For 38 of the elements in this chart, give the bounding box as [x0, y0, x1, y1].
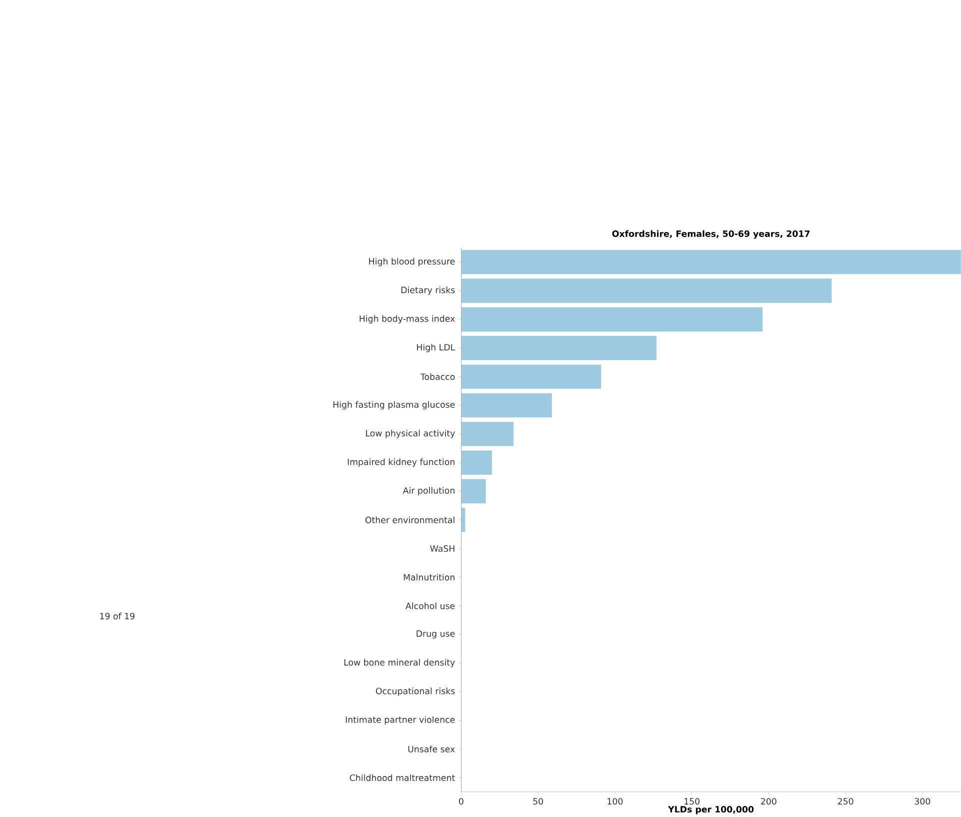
y-tick-label: Air pollution — [402, 487, 454, 496]
y-tick-label: High blood pressure — [369, 258, 455, 266]
y-tick-label: Childhood maltreatment — [350, 774, 455, 781]
y-tick-label: High body-mass index — [360, 315, 455, 324]
bar — [461, 364, 602, 389]
y-tick-label: Tobacco — [420, 373, 455, 380]
y-tick-label: High LDL — [417, 344, 456, 352]
chart-title: Oxfordshire, Females, 50-69 years, 2017 — [612, 230, 810, 239]
bar — [461, 422, 514, 446]
y-tick-label: Dietary risks — [401, 286, 455, 295]
bar — [461, 450, 492, 475]
y-tick-label: Low bone mineral density — [344, 658, 455, 668]
x-tick-label: 100 — [608, 798, 623, 805]
bar — [461, 393, 552, 418]
bar — [461, 307, 763, 332]
bar — [461, 278, 832, 303]
y-tick-label: High fasting plasma glucose — [333, 401, 455, 410]
bar — [461, 479, 486, 504]
x-tick-label: 0 — [459, 798, 464, 805]
bar — [461, 336, 656, 360]
x-tick-label: 150 — [684, 798, 700, 805]
bar — [461, 250, 961, 274]
y-tick-label: Unsafe sex — [408, 746, 455, 752]
x-axis-title: YLDs per 100,000 — [668, 806, 754, 814]
x-tick-label: 300 — [914, 798, 930, 805]
y-tick-label: Low physical activity — [366, 430, 455, 438]
y-tick-label: Occupational risks — [376, 688, 455, 696]
y-tick-label: Impaired kidney function — [348, 458, 454, 467]
y-tick-label: Intimate partner violence — [346, 716, 455, 725]
y-tick-label: Alcohol use — [406, 602, 455, 610]
y-tick-label: Malnutrition — [404, 574, 454, 580]
y-tick-label: Other environmental — [365, 516, 454, 524]
x-tick-label: 250 — [838, 798, 854, 805]
x-tick-label: 50 — [533, 798, 544, 805]
y-tick-label: WaSH — [430, 545, 454, 552]
y-tick-label: Drug use — [416, 630, 455, 638]
text: 19 of 19 — [100, 612, 134, 620]
x-tick-label: 200 — [761, 798, 776, 805]
